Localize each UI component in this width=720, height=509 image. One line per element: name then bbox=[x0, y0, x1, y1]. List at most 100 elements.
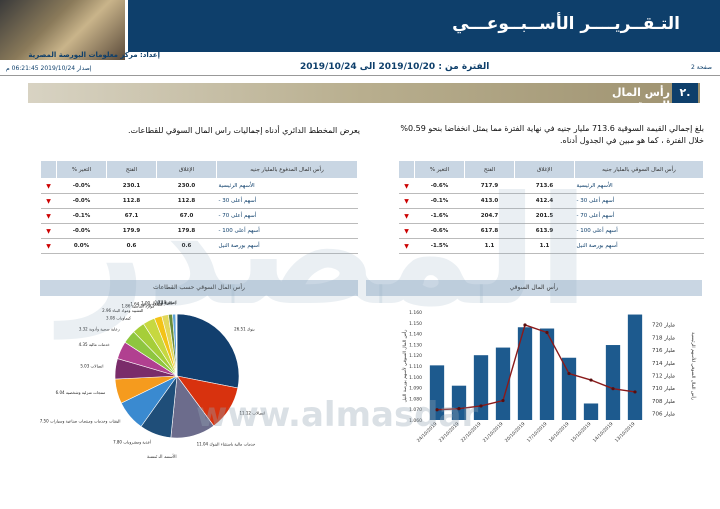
y-left-tick: 1.130 bbox=[409, 342, 422, 348]
pie-label: 1.00 غاز وبترول bbox=[141, 300, 169, 305]
pie-center-label: الأسهم الرئيسية bbox=[147, 453, 177, 458]
pie-chart-title: رأس المال السوقي حسب القطاعات bbox=[40, 280, 358, 296]
nile-point bbox=[435, 408, 439, 412]
y-left-tick: 1.140 bbox=[409, 332, 422, 338]
cell-name: - أسهم أعلى 30 bbox=[574, 193, 704, 209]
cell-change: -0.0% bbox=[56, 193, 107, 209]
table-row: ▼ -0.0% 179.9 179.8- أسهم أعلى 100 bbox=[40, 223, 358, 239]
cell-open: 179.9 bbox=[106, 223, 157, 239]
y-left-tick: 1.110 bbox=[409, 364, 422, 370]
pie-label: 1.86 موارد أساسية bbox=[121, 303, 154, 308]
watermark-url: www.almasdar bbox=[196, 395, 479, 435]
cell-close: 230.0 bbox=[156, 178, 217, 194]
y-left-tick: 1.080 bbox=[409, 396, 422, 402]
pie-label: 7.50 اليقتات وخدمات ومنتجات صناعية وسيار… bbox=[40, 418, 121, 423]
cell-name: - أسهم أعلى 70 bbox=[216, 208, 358, 224]
cell-close: 1.1 bbox=[514, 238, 575, 254]
y-left-tick: 1.070 bbox=[409, 407, 422, 413]
x-tick: 21/10/2019 bbox=[482, 421, 505, 444]
watermark-arabic: المصدر bbox=[60, 165, 593, 339]
nile-point bbox=[501, 398, 505, 403]
y-right-tick: مليار 714 bbox=[652, 361, 675, 367]
y-right-tick: مليار 708 bbox=[652, 399, 675, 405]
bar bbox=[517, 327, 533, 420]
report-period: الفترة من : 2019/10/20 الى 2019/10/24 bbox=[300, 62, 490, 72]
col-name: رأس المال المدفوع بالمليار جنيه bbox=[216, 160, 358, 179]
down-arrow-icon: ▼ bbox=[398, 238, 415, 254]
report-title: التـقــريــــر الأســبــوعـــي bbox=[452, 14, 680, 34]
y-left-tick: 1.060 bbox=[409, 418, 422, 424]
cell-close: 201.5 bbox=[514, 208, 575, 224]
market-cap-bar-chart: مليار 720 مليار 718 مليار 716 مليار 714 مليا… bbox=[401, 310, 697, 444]
col-open: الفتح bbox=[464, 160, 515, 179]
cell-close: 613.9 bbox=[514, 223, 575, 239]
col-change: % التغير bbox=[414, 160, 465, 179]
cell-open: 67.1 bbox=[106, 208, 157, 224]
sector-pie-chart: 26.51 بنوك 11.12 اتصالات 11.04 خدمات مالية… bbox=[40, 300, 265, 458]
pie-label: 26.51 بنوك bbox=[234, 326, 254, 331]
table-row: ▼ -1.6% 204.7 201.5- أسهم أعلى 70 bbox=[398, 208, 704, 224]
y-left-tick: 1.150 bbox=[409, 321, 422, 327]
x-tick: 20/10/2019 bbox=[504, 421, 527, 444]
down-arrow-icon: ▼ bbox=[40, 223, 57, 239]
section-bar bbox=[28, 83, 700, 103]
col-open: الفتح bbox=[106, 160, 157, 179]
cell-name: أسهم بورصة النيل bbox=[216, 238, 358, 254]
down-arrow-icon: ▼ bbox=[40, 208, 57, 224]
pie-label: 0.78 تجارة bbox=[154, 300, 173, 305]
cell-change: -1.5% bbox=[414, 238, 465, 254]
pie-intro-paragraph: يعرض المخطط الدائري أدناه إجماليات راس ا… bbox=[127, 126, 360, 135]
y-right-tick: مليار 712 bbox=[652, 374, 675, 380]
y-right-tick: مليار 718 bbox=[652, 335, 675, 341]
y-left-label: رأس المال السوقي لأسهم بورصة النيل bbox=[401, 330, 408, 403]
cell-open: 1.1 bbox=[464, 238, 515, 254]
nile-point bbox=[611, 387, 615, 391]
y-right-tick: مليار 706 bbox=[652, 412, 675, 418]
info-bar bbox=[0, 60, 720, 76]
pie-label: 11.04 خدمات مالية باستثناء البنوك bbox=[197, 441, 256, 446]
cell-close: 67.0 bbox=[156, 208, 217, 224]
y-right-label: رأس المال السوقي للأسهم الرئيسية bbox=[690, 332, 697, 400]
cell-close: 179.8 bbox=[156, 223, 217, 239]
pie-label: 3.32 رعاية صحية وأدوية bbox=[79, 326, 120, 331]
bar bbox=[583, 403, 599, 420]
pie-label: 1.64 سياحة وترفيه bbox=[130, 301, 163, 306]
cell-change: -0.0% bbox=[56, 178, 107, 194]
nile-line bbox=[436, 324, 636, 411]
y-left-tick: 1.100 bbox=[409, 375, 422, 381]
x-tick: 15/10/2019 bbox=[570, 421, 593, 444]
pie-slice bbox=[176, 313, 240, 389]
cell-open: 413.0 bbox=[464, 193, 515, 209]
cell-name: - أسهم أعلى 100 bbox=[216, 223, 358, 239]
x-tick: 16/10/2019 bbox=[548, 421, 571, 444]
table-row: ▼ -0.1% 67.1 67.0- أسهم أعلى 70 bbox=[40, 208, 358, 224]
table-row: ▼ -0.0% 112.8 112.8- أسهم أعلى 30 bbox=[40, 193, 358, 209]
y-right-tick: مليار 710 bbox=[652, 386, 675, 392]
cell-change: -0.0% bbox=[56, 223, 107, 239]
paid-capital-table: % التغير الفتح الإغلاق رأس المال المدفوع… bbox=[40, 160, 358, 254]
down-arrow-icon: ▼ bbox=[398, 178, 415, 194]
pie-label: 0.13 أخرى bbox=[158, 300, 177, 305]
x-tick: 17/10/2019 bbox=[526, 421, 549, 444]
bar bbox=[539, 328, 555, 420]
bar bbox=[627, 314, 643, 420]
pie-label: 3.08 كيماويات bbox=[106, 316, 131, 321]
cell-close: 713.6 bbox=[514, 178, 575, 194]
y-left-tick: 1.090 bbox=[409, 386, 422, 392]
bar bbox=[473, 355, 489, 420]
table-row: ▼ -0.6% 617.8 613.9- أسهم أعلى 100 bbox=[398, 223, 704, 239]
y-right-tick: مليار 720 bbox=[652, 323, 675, 329]
y-left-tick: 1.160 bbox=[409, 310, 422, 316]
col-change: % التغير bbox=[56, 160, 107, 179]
report-subtitle: إعداد: مركز معلومات البورصة المصرية bbox=[28, 51, 160, 59]
cell-close: 0.6 bbox=[156, 238, 217, 254]
cell-open: 204.7 bbox=[464, 208, 515, 224]
header-photo bbox=[0, 0, 128, 60]
issue-timestamp: إصدار 2019/10/24 06:21:45 م bbox=[6, 65, 92, 72]
cell-close: 412.4 bbox=[514, 193, 575, 209]
bar bbox=[429, 365, 445, 420]
table-row: ▼ 0.0% 0.6 0.6 أسهم بورصة النيل bbox=[40, 238, 358, 254]
cell-change: -0.1% bbox=[414, 193, 465, 209]
col-name: رأس المال السوقي بالمليار جنيه bbox=[574, 160, 704, 179]
down-arrow-icon: ▼ bbox=[40, 238, 57, 254]
